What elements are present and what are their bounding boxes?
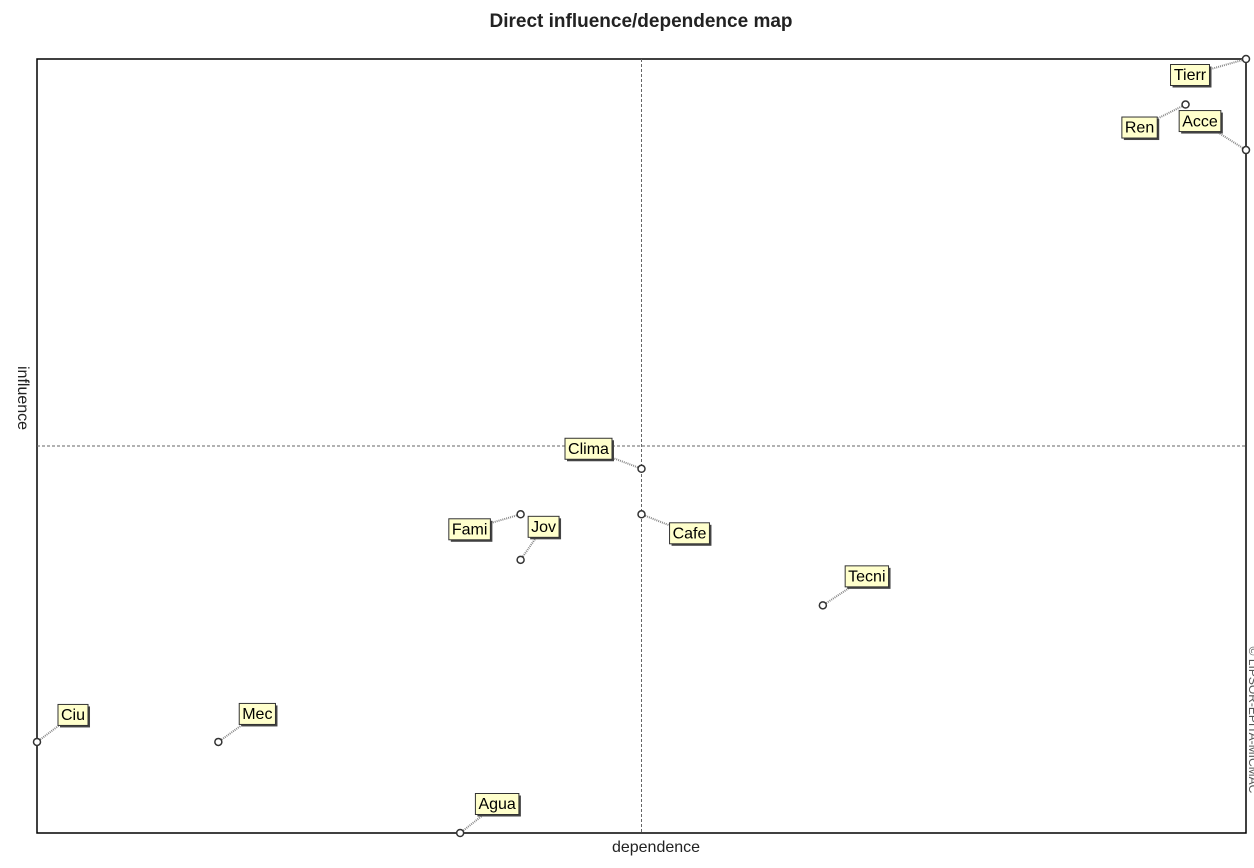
point-label: Tierr — [1174, 67, 1207, 84]
point-label: Mec — [242, 706, 272, 723]
point — [516, 555, 525, 565]
point-label: Ren — [1125, 120, 1154, 137]
point-label: Cafe — [673, 526, 707, 543]
point — [516, 510, 525, 519]
leader-line — [36, 714, 74, 743]
y-axis-label: influence — [14, 366, 31, 430]
point — [637, 464, 646, 474]
label-box — [1170, 64, 1210, 86]
point-label: Acce — [1182, 113, 1218, 130]
chart-title: Direct influence/dependence map — [489, 11, 792, 32]
label-box — [448, 518, 491, 541]
leader-line — [588, 447, 642, 470]
point-label: Ciu — [61, 707, 85, 724]
label-box — [238, 702, 276, 725]
point — [637, 510, 646, 519]
label-box — [564, 437, 613, 460]
point — [818, 601, 828, 610]
point-label: Fami — [452, 522, 488, 539]
credit: © LIPSOR-EPITA-MICMAC — [1246, 647, 1254, 794]
label-box — [57, 703, 89, 726]
point-label: Agua — [478, 796, 515, 813]
leader-line — [641, 513, 690, 535]
label-box — [1121, 116, 1158, 139]
point-label: Tecni — [848, 569, 885, 586]
point-label: Clima — [568, 441, 609, 458]
point — [1181, 100, 1190, 109]
point-label: Jov — [531, 519, 556, 536]
label-box — [844, 565, 890, 588]
leader-line — [822, 575, 868, 607]
point — [32, 737, 42, 747]
point — [1241, 145, 1251, 155]
point — [455, 828, 465, 838]
label-box — [669, 522, 710, 545]
point — [214, 737, 223, 747]
label-box — [474, 793, 520, 815]
point — [1241, 54, 1251, 64]
x-axis-label: dependence — [612, 839, 700, 856]
leader-line — [519, 526, 545, 561]
label-box — [1178, 110, 1222, 133]
label-box — [527, 515, 560, 538]
